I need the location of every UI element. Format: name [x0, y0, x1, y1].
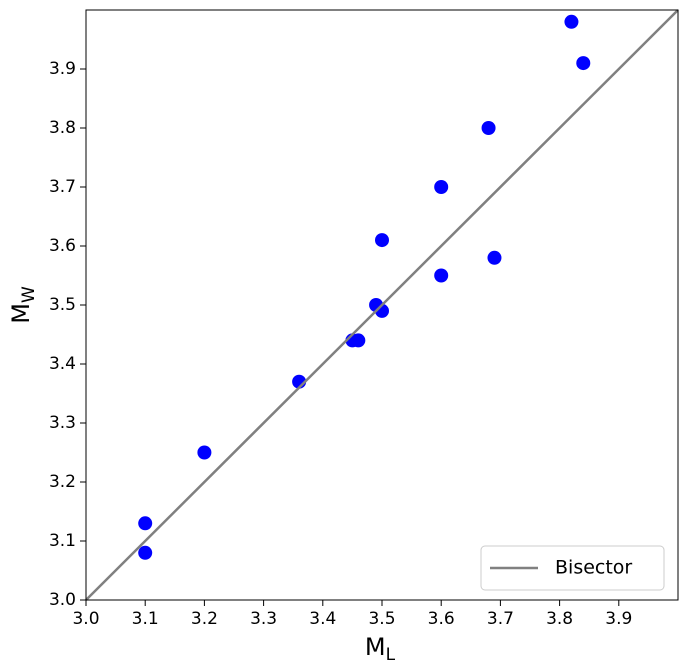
- y-tick-label: 3.3: [49, 413, 76, 433]
- y-tick-label: 3.5: [49, 295, 76, 315]
- y-label-sub: W: [19, 286, 39, 303]
- point: [576, 56, 591, 71]
- plot-area: [85, 9, 679, 601]
- legend: Bisector: [480, 545, 665, 591]
- y-tick-label: 3.8: [49, 118, 76, 138]
- x-tick-label: 3.4: [309, 609, 336, 629]
- x-tick-label: 3.9: [605, 609, 632, 629]
- line: [85, 9, 679, 601]
- point: [564, 14, 579, 29]
- point: [375, 233, 389, 248]
- y-tick-label: 3.0: [49, 590, 76, 610]
- x-tick-label: 3.1: [132, 609, 159, 629]
- x-tick-label: 3.7: [487, 609, 514, 629]
- legend-box: [480, 545, 665, 591]
- x-tick-label: 3.8: [546, 609, 573, 629]
- y-tick-label: 3.1: [49, 531, 76, 551]
- x-tick-label: 3.3: [250, 609, 277, 629]
- y-axis-label: MW: [7, 286, 39, 324]
- point: [434, 180, 449, 194]
- x-axis-label: ML: [365, 633, 396, 665]
- y-tick-label: 3.6: [49, 236, 76, 256]
- point: [487, 250, 502, 265]
- legend-label: Bisector: [555, 557, 632, 579]
- y-tick-label: 3.9: [49, 59, 76, 79]
- x-tick-label: 3.5: [368, 609, 395, 629]
- plot-frame: [85, 9, 679, 601]
- point: [138, 545, 153, 560]
- y-label-main: M: [7, 303, 35, 324]
- x-label-sub: L: [386, 645, 396, 665]
- x-tick-label: 3.0: [72, 609, 99, 629]
- x-tick-label: 3.2: [191, 609, 218, 629]
- point: [351, 333, 366, 348]
- point: [434, 268, 449, 283]
- y-tick-label: 3.7: [49, 177, 76, 197]
- point: [481, 121, 496, 135]
- y-tick-label: 3.2: [49, 472, 76, 492]
- x-tick-label: 3.6: [428, 609, 455, 629]
- point: [197, 445, 212, 460]
- y-tick-label: 3.4: [49, 354, 76, 374]
- x-label-main: M: [365, 633, 386, 661]
- point: [138, 516, 153, 531]
